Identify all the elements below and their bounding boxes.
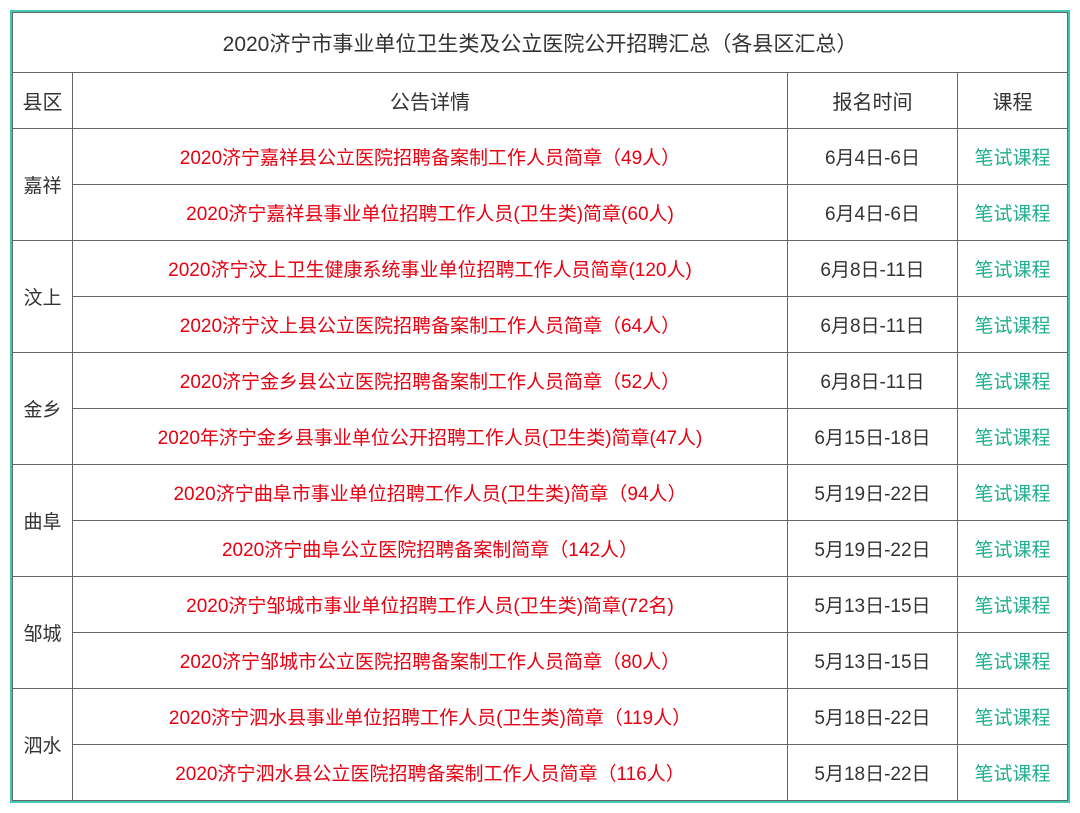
date-cell: 6月8日-11日 [787,353,957,409]
header-row: 县区 公告详情 报名时间 课程 [13,73,1068,129]
table-row: 2020济宁汶上县公立医院招聘备案制工作人员简章（64人） 6月8日-11日笔试课… [13,297,1068,353]
recruitment-table: 2020济宁市事业单位卫生类及公立医院公开招聘汇总（各县区汇总） 县区 公告详情… [12,12,1068,801]
date-cell: 6月4日-6日 [787,129,957,185]
detail-cell: 2020济宁邹城市公立医院招聘备案制工作人员简章（80人） [73,633,788,689]
table-row: 金乡2020济宁金乡县公立医院招聘备案制工作人员简章（52人）6月8日-11日笔… [13,353,1068,409]
course-link[interactable]: 笔试课程 [974,596,1050,617]
announcement-link[interactable]: 2020济宁泗水县公立医院招聘备案制工作人员简章（116人） [175,764,685,785]
table-row: 2020济宁邹城市公立医院招聘备案制工作人员简章（80人） 5月13日-15日笔试… [13,633,1068,689]
detail-cell: 2020济宁曲阜市事业单位招聘工作人员(卫生类)简章（94人） [73,465,788,521]
table-row: 嘉祥2020济宁嘉祥县公立医院招聘备案制工作人员简章（49人）6月4日-6日笔试… [13,129,1068,185]
course-link[interactable]: 笔试课程 [974,260,1050,281]
announcement-link[interactable]: 2020济宁邹城市事业单位招聘工作人员(卫生类)简章(72名) [186,596,674,617]
table-row: 邹城2020济宁邹城市事业单位招聘工作人员(卫生类)简章(72名)5月13日-1… [13,577,1068,633]
course-cell: 笔试课程 [957,689,1067,745]
course-cell: 笔试课程 [957,633,1067,689]
county-cell: 汶上 [13,241,73,353]
course-link[interactable]: 笔试课程 [974,316,1050,337]
announcement-link[interactable]: 2020济宁曲阜市事业单位招聘工作人员(卫生类)简章（94人） [173,484,686,505]
course-link[interactable]: 笔试课程 [974,148,1050,169]
county-cell: 嘉祥 [13,129,73,241]
course-cell: 笔试课程 [957,353,1067,409]
table-row: 2020济宁泗水县公立医院招聘备案制工作人员简章（116人） 5月18日-22日笔… [13,745,1068,801]
table-row: 汶上2020济宁汶上卫生健康系统事业单位招聘工作人员简章(120人)6月8日-1… [13,241,1068,297]
announcement-link[interactable]: 2020济宁泗水县事业单位招聘工作人员(卫生类)简章（119人） [169,708,691,729]
detail-cell: 2020济宁金乡县公立医院招聘备案制工作人员简章（52人） [73,353,788,409]
course-link[interactable]: 笔试课程 [974,484,1050,505]
course-cell: 笔试课程 [957,185,1067,241]
announcement-link[interactable]: 2020济宁邹城市公立医院招聘备案制工作人员简章（80人） [180,652,680,673]
table-title: 2020济宁市事业单位卫生类及公立医院公开招聘汇总（各县区汇总） [13,13,1068,73]
date-cell: 6月8日-11日 [787,241,957,297]
date-cell: 5月18日-22日 [787,745,957,801]
date-cell: 5月13日-15日 [787,633,957,689]
header-date: 报名时间 [787,73,957,129]
header-county: 县区 [13,73,73,129]
detail-cell: 2020年济宁金乡县事业单位公开招聘工作人员(卫生类)简章(47人) [73,409,788,465]
table-row: 2020济宁嘉祥县事业单位招聘工作人员(卫生类)简章(60人) 6月4日-6日笔试… [13,185,1068,241]
header-course: 课程 [957,73,1067,129]
course-link[interactable]: 笔试课程 [974,428,1050,449]
announcement-link[interactable]: 2020年济宁金乡县事业单位公开招聘工作人员(卫生类)简章(47人) [158,428,703,449]
announcement-link[interactable]: 2020济宁曲阜公立医院招聘备案制简章（142人） [222,540,638,561]
course-link[interactable]: 笔试课程 [974,540,1050,561]
county-cell: 金乡 [13,353,73,465]
course-link[interactable]: 笔试课程 [974,372,1050,393]
table-row: 2020年济宁金乡县事业单位公开招聘工作人员(卫生类)简章(47人) 6月15日-… [13,409,1068,465]
announcement-link[interactable]: 2020济宁嘉祥县公立医院招聘备案制工作人员简章（49人） [180,148,680,169]
announcement-link[interactable]: 2020济宁汶上卫生健康系统事业单位招聘工作人员简章(120人) [168,260,692,281]
detail-cell: 2020济宁曲阜公立医院招聘备案制简章（142人） [73,521,788,577]
detail-cell: 2020济宁泗水县公立医院招聘备案制工作人员简章（116人） [73,745,788,801]
course-cell: 笔试课程 [957,745,1067,801]
title-row: 2020济宁市事业单位卫生类及公立医院公开招聘汇总（各县区汇总） [13,13,1068,73]
course-cell: 笔试课程 [957,297,1067,353]
course-cell: 笔试课程 [957,129,1067,185]
table-row: 泗水2020济宁泗水县事业单位招聘工作人员(卫生类)简章（119人）5月18日-… [13,689,1068,745]
announcement-link[interactable]: 2020济宁金乡县公立医院招聘备案制工作人员简章（52人） [180,372,680,393]
table-body: 2020济宁市事业单位卫生类及公立医院公开招聘汇总（各县区汇总） 县区 公告详情… [13,13,1068,801]
course-link[interactable]: 笔试课程 [974,204,1050,225]
detail-cell: 2020济宁嘉祥县事业单位招聘工作人员(卫生类)简章(60人) [73,185,788,241]
table-row: 曲阜2020济宁曲阜市事业单位招聘工作人员(卫生类)简章（94人）5月19日-2… [13,465,1068,521]
date-cell: 5月13日-15日 [787,577,957,633]
date-cell: 6月15日-18日 [787,409,957,465]
course-cell: 笔试课程 [957,241,1067,297]
detail-cell: 2020济宁汶上县公立医院招聘备案制工作人员简章（64人） [73,297,788,353]
course-cell: 笔试课程 [957,577,1067,633]
recruitment-table-container: 2020济宁市事业单位卫生类及公立医院公开招聘汇总（各县区汇总） 县区 公告详情… [10,10,1070,803]
date-cell: 5月19日-22日 [787,521,957,577]
date-cell: 5月19日-22日 [787,465,957,521]
announcement-link[interactable]: 2020济宁汶上县公立医院招聘备案制工作人员简章（64人） [180,316,680,337]
header-detail: 公告详情 [73,73,788,129]
detail-cell: 2020济宁汶上卫生健康系统事业单位招聘工作人员简章(120人) [73,241,788,297]
course-link[interactable]: 笔试课程 [974,652,1050,673]
county-cell: 泗水 [13,689,73,801]
course-link[interactable]: 笔试课程 [974,708,1050,729]
detail-cell: 2020济宁泗水县事业单位招聘工作人员(卫生类)简章（119人） [73,689,788,745]
county-cell: 曲阜 [13,465,73,577]
course-cell: 笔试课程 [957,465,1067,521]
date-cell: 6月4日-6日 [787,185,957,241]
detail-cell: 2020济宁嘉祥县公立医院招聘备案制工作人员简章（49人） [73,129,788,185]
course-cell: 笔试课程 [957,409,1067,465]
county-cell: 邹城 [13,577,73,689]
date-cell: 6月8日-11日 [787,297,957,353]
date-cell: 5月18日-22日 [787,689,957,745]
announcement-link[interactable]: 2020济宁嘉祥县事业单位招聘工作人员(卫生类)简章(60人) [186,204,674,225]
course-cell: 笔试课程 [957,521,1067,577]
table-row: 2020济宁曲阜公立医院招聘备案制简章（142人） 5月19日-22日笔试课程 [13,521,1068,577]
detail-cell: 2020济宁邹城市事业单位招聘工作人员(卫生类)简章(72名) [73,577,788,633]
course-link[interactable]: 笔试课程 [974,764,1050,785]
